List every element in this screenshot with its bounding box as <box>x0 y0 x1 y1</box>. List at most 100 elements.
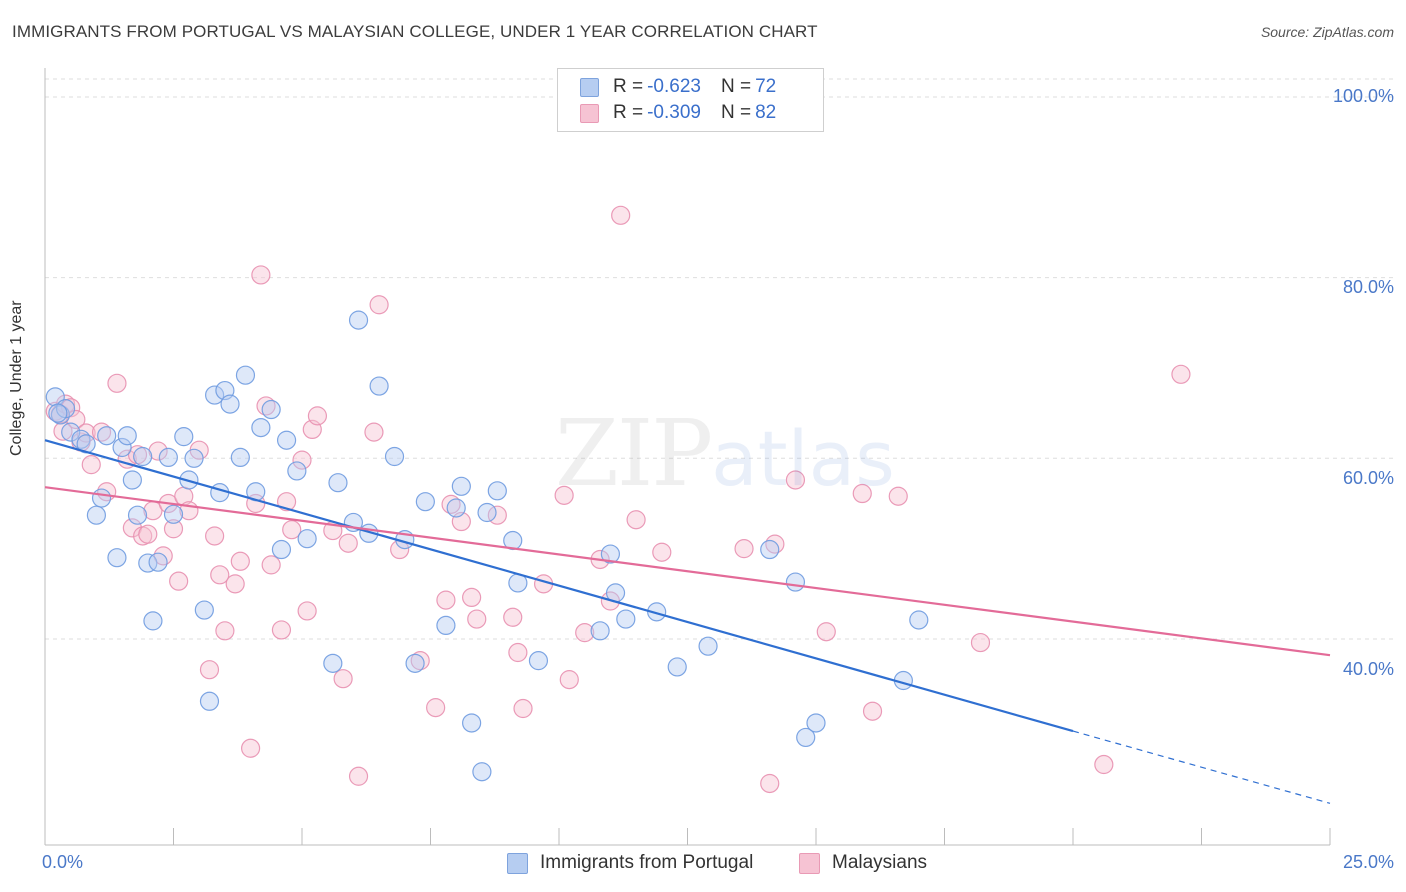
portugal-point <box>184 448 204 468</box>
portugal-point <box>220 394 240 414</box>
malaysians-point <box>76 423 96 443</box>
malaysians-point <box>307 406 328 426</box>
malaysians-point <box>169 571 189 591</box>
r-value: -0.309 <box>647 102 701 123</box>
malaysians-point <box>816 622 836 642</box>
portugal-point <box>472 762 492 782</box>
portugal-point <box>760 539 780 560</box>
malaysians-point <box>153 546 173 566</box>
malaysians-point <box>652 542 672 562</box>
legend-item-portugal[interactable]: Immigrants from Portugal <box>507 852 753 874</box>
malaysians-point <box>297 601 317 621</box>
portugal-point <box>384 446 405 467</box>
portugal-point <box>785 572 806 592</box>
malaysians-point <box>626 510 646 530</box>
stats-legend: R = -0.623 N = 72 R = -0.309 N = 82 <box>557 68 824 132</box>
portugal-point <box>122 470 142 490</box>
malaysians-point <box>199 660 220 680</box>
chart-title: IMMIGRANTS FROM PORTUGAL VS MALAYSIAN CO… <box>12 22 818 41</box>
malaysians-point <box>333 669 353 689</box>
malaysians-point <box>241 738 261 758</box>
malaysians-point <box>271 620 292 640</box>
portugal-point <box>667 657 687 677</box>
portugal-point <box>61 422 81 442</box>
blue-swatch-icon <box>580 77 599 97</box>
portugal-point <box>127 505 148 525</box>
legend-item-malaysians[interactable]: Malaysians <box>799 852 927 874</box>
malaysians-point <box>575 623 595 643</box>
pink-swatch-icon <box>580 103 599 123</box>
pink-swatch-icon <box>799 852 820 874</box>
portugal-point <box>348 310 369 330</box>
portugal-point <box>415 492 435 512</box>
malaysians-point <box>282 520 302 540</box>
malaysians-point <box>107 373 127 393</box>
portugal-point <box>97 426 117 446</box>
portugal-point <box>174 427 194 447</box>
portugal-point <box>194 600 214 620</box>
malaysians-point <box>163 519 184 539</box>
portugal-point <box>148 552 168 572</box>
source-label: Source: ZipAtlas.com <box>1260 24 1394 40</box>
portugal-point <box>503 530 523 551</box>
malaysians-point <box>508 642 528 663</box>
malaysians-point <box>148 441 168 461</box>
malaysians-point <box>276 492 297 512</box>
portugal-point <box>528 651 549 671</box>
malaysians-point <box>256 396 276 416</box>
malaysians-point <box>734 539 754 559</box>
portugal-point <box>210 483 230 503</box>
malaysians-point <box>53 421 73 441</box>
x-tick-label-min: 0.0% <box>42 852 84 872</box>
malaysians-point <box>292 450 312 470</box>
axes <box>44 68 1331 846</box>
portugal-point <box>235 365 256 385</box>
malaysians-point <box>441 494 461 514</box>
malaysians-point <box>513 698 533 719</box>
malaysians-point <box>852 483 872 504</box>
malaysians-point <box>436 590 456 610</box>
malaysians-point <box>462 587 482 608</box>
malaysians-point <box>225 574 245 594</box>
portugal-point <box>909 610 929 630</box>
portugal-point <box>369 376 389 396</box>
y-tick-label-60: 60.0% <box>1342 468 1394 488</box>
malaysians-point <box>888 486 908 506</box>
malaysians-point <box>230 551 250 571</box>
portugal-point <box>487 481 507 501</box>
malaysians-point <box>210 565 230 585</box>
portugal-points <box>45 310 929 782</box>
n-value: 72 <box>755 76 777 97</box>
portugal-trend-extension <box>1072 730 1331 804</box>
x-tick-label-max: 25.0% <box>1342 852 1394 872</box>
portugal-point <box>600 544 621 564</box>
stats-row-malaysians: R = -0.309 N = 82 <box>580 101 776 125</box>
stats-row-portugal: R = -0.623 N = 72 <box>580 75 776 99</box>
portugal-point <box>86 505 107 525</box>
portugal-point <box>107 548 127 568</box>
malaysians-point <box>559 670 579 690</box>
portugal-point <box>698 636 718 656</box>
portugal-point <box>477 502 497 523</box>
portugal-point <box>276 430 297 450</box>
y-axis-title: College, Under 1 year <box>8 300 25 456</box>
r-value: -0.623 <box>647 76 701 97</box>
portugal-point <box>271 539 292 560</box>
portugal-point <box>205 385 225 405</box>
portugal-point <box>287 461 307 481</box>
portugal-point <box>590 621 610 641</box>
malaysians-point <box>338 533 358 553</box>
malaysians-point <box>364 422 384 442</box>
watermark: ZIPatlas <box>555 400 895 507</box>
portugal-point <box>806 713 826 733</box>
blue-swatch-icon <box>507 852 528 874</box>
malaysians-point <box>348 766 369 786</box>
malaysians-point <box>205 526 225 546</box>
malaysians-point <box>785 470 806 490</box>
series-legend: Immigrants from Portugal Malaysians <box>0 852 1406 878</box>
portugal-point <box>462 713 482 733</box>
portugal-point <box>112 437 132 458</box>
portugal-point <box>436 615 456 636</box>
malaysians-point <box>1171 364 1191 384</box>
